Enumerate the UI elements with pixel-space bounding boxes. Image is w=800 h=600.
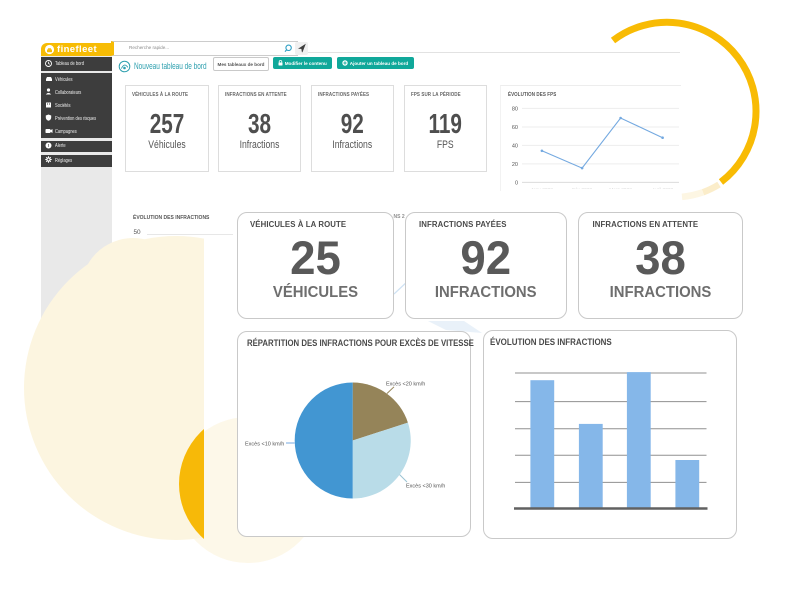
svg-text:Fév 2022: Fév 2022 — [572, 187, 592, 189]
svg-text:Excès <10 km/h: Excès <10 km/h — [245, 442, 284, 448]
svg-text:Avril 2022: Avril 2022 — [651, 187, 673, 189]
svg-text:Excès <30 km/h: Excès <30 km/h — [406, 484, 445, 490]
svg-text:0: 0 — [514, 180, 517, 186]
svg-text:60: 60 — [511, 125, 517, 131]
svg-text:20: 20 — [511, 161, 517, 167]
svg-text:Mars 2022: Mars 2022 — [609, 187, 632, 189]
svg-text:!: ! — [47, 143, 49, 148]
svg-text:Janv 2022: Janv 2022 — [530, 187, 552, 189]
svg-text:Excès <20 km/h: Excès <20 km/h — [386, 382, 425, 388]
svg-text:40: 40 — [511, 143, 517, 149]
svg-text:80: 80 — [511, 106, 517, 112]
